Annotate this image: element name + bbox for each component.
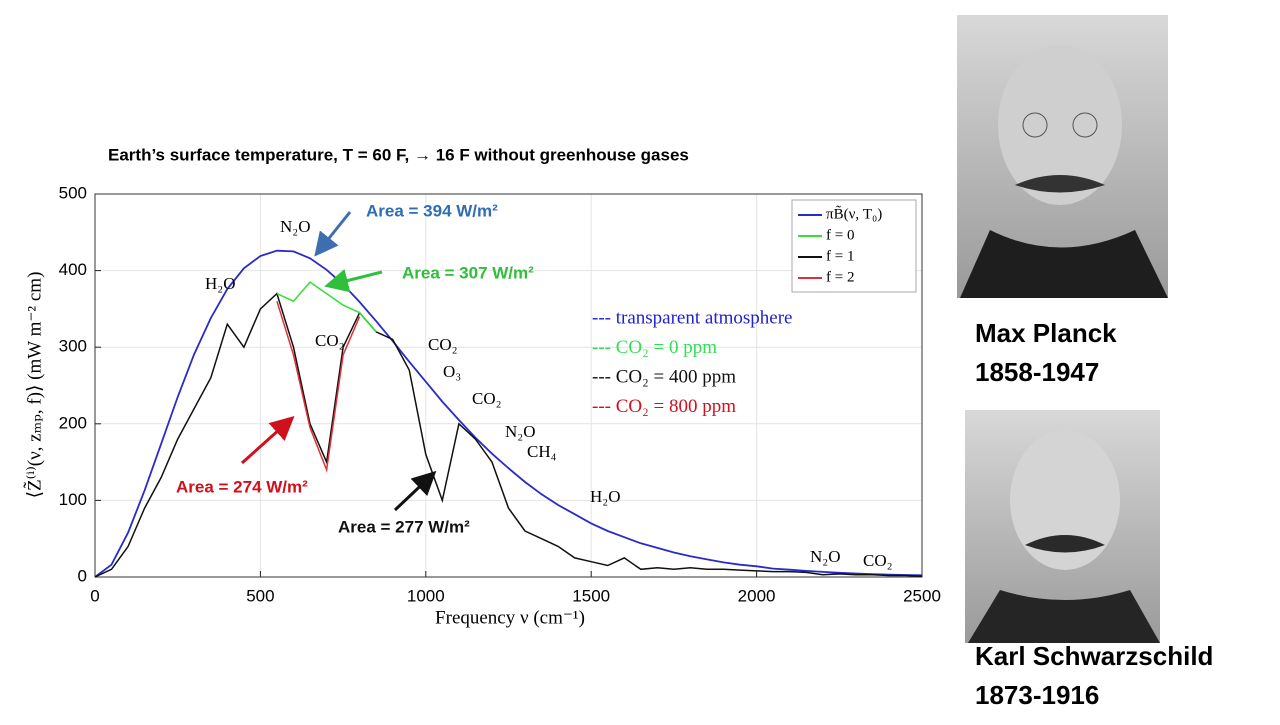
molecule-label: CO₂ [863,551,893,570]
y-tick-label: 500 [59,183,87,202]
area-label: Area = 274 W/m² [176,477,308,496]
legend-label: πB̃(ν, T₀) [826,205,882,222]
molecule-label: CH₄ [527,442,557,461]
y-axis-label: ⟨Z̃⁽ⁱ⁾(ν, zₘₚ, f)⟩ (mW m⁻² cm) [23,272,46,499]
person-years: 1858-1947 [975,357,1099,387]
x-tick-label: 500 [246,586,274,605]
molecule-label: CO₂ [472,389,502,408]
area-label: Area = 307 W/m² [402,263,534,282]
person-name: Max Planck [975,318,1117,348]
molecule-label: N₂O [810,547,840,566]
legend-label: f = 2 [826,269,854,285]
legend-label: f = 0 [826,227,854,243]
key-label: --- transparent atmosphere [592,307,792,328]
plot: 0 100 200 300 400 500 0 500 1000 1500 2000 2500 πB̃(… [59,183,941,605]
series-line [94,249,923,578]
molecule-label: N₂O [505,422,535,441]
area-label: Area = 277 W/m² [338,517,470,536]
y-tick-label: 200 [59,413,87,432]
legend-label: f = 1 [826,248,854,264]
x-tick-label: 2500 [903,586,941,605]
portrait-schwarzschild [965,410,1160,643]
arrows [240,211,437,512]
molecule-label: H₂O [590,487,620,506]
person-years: 1873-1916 [975,680,1099,710]
x-tick-label: 1000 [407,586,445,605]
molecule-label: CO₂ [315,331,345,350]
molecule-label: CO₂ [428,335,458,354]
x-tick-label: 2000 [738,586,776,605]
molecule-label: N₂O [280,217,310,236]
molecule-label: H₂O [205,274,235,293]
key-label: --- CO₂ = 400 ppm [592,366,736,387]
molecule-label: O₃ [443,362,461,381]
portrait-planck [957,15,1168,298]
person-name: Karl Schwarzschild [975,641,1213,671]
plot-frame [94,193,923,578]
x-axis-label: Frequency ν (cm⁻¹) [435,607,585,628]
y-tick-label: 300 [59,337,87,356]
series-line [276,281,377,333]
y-tick-label: 400 [59,260,87,279]
x-tick-label: 1500 [572,586,610,605]
key-label: --- CO₂ = 800 ppm [592,396,736,417]
series-line [94,292,923,578]
area-label: Area = 394 W/m² [366,201,498,220]
x-tick-label: 0 [90,586,99,605]
heading: Earth’s surface temperature, T = 60 F, →… [108,145,689,164]
key-label: --- CO₂ = 0 ppm [592,337,717,358]
y-tick-label: 0 [78,566,87,585]
series-line [276,300,361,473]
y-tick-label: 100 [59,490,87,509]
